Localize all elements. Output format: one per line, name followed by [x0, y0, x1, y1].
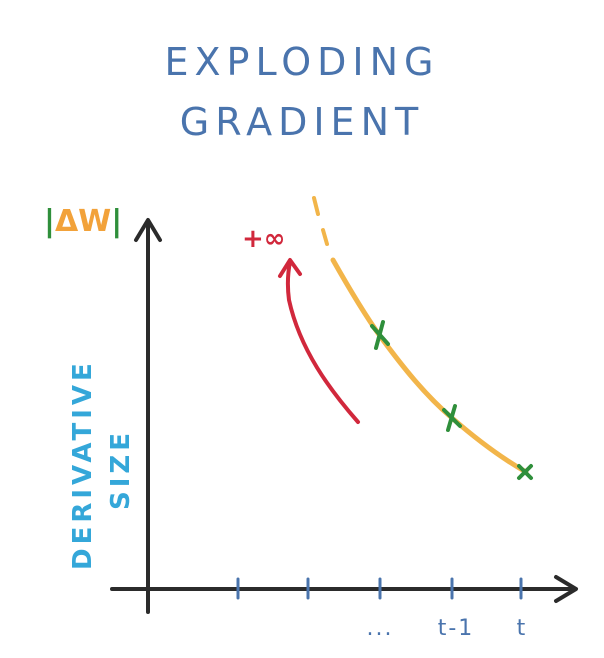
explosion-arrowhead [278, 258, 302, 278]
curve-marker-2 [442, 404, 462, 432]
x-tick-label-t-minus-1: t-1 [437, 616, 475, 641]
x-tick-label-ellipsis: ... [366, 616, 394, 641]
derivative-curve [330, 257, 529, 475]
abs-bar-left: | [44, 204, 55, 239]
x-tick-label-t: t [516, 616, 528, 641]
curve-dashed-segment [312, 196, 320, 216]
curve-marker-1 [370, 320, 390, 350]
diagram-title-line1: EXPLODING [164, 40, 440, 84]
curve-dashed-segment-2 [321, 228, 329, 246]
y-axis-arrowhead [134, 218, 162, 242]
x-axis-arrowhead [554, 575, 578, 603]
explosion-arrow [285, 260, 360, 424]
diagram-title-line2: GRADIENT [179, 100, 425, 144]
y-axis-symbol: |ΔW| [44, 204, 122, 239]
delta-w-symbol: ΔW [54, 204, 112, 239]
curve-marker-3 [517, 464, 533, 480]
infinity-annotation: +∞ [242, 224, 286, 254]
abs-bar-right: | [111, 204, 123, 239]
